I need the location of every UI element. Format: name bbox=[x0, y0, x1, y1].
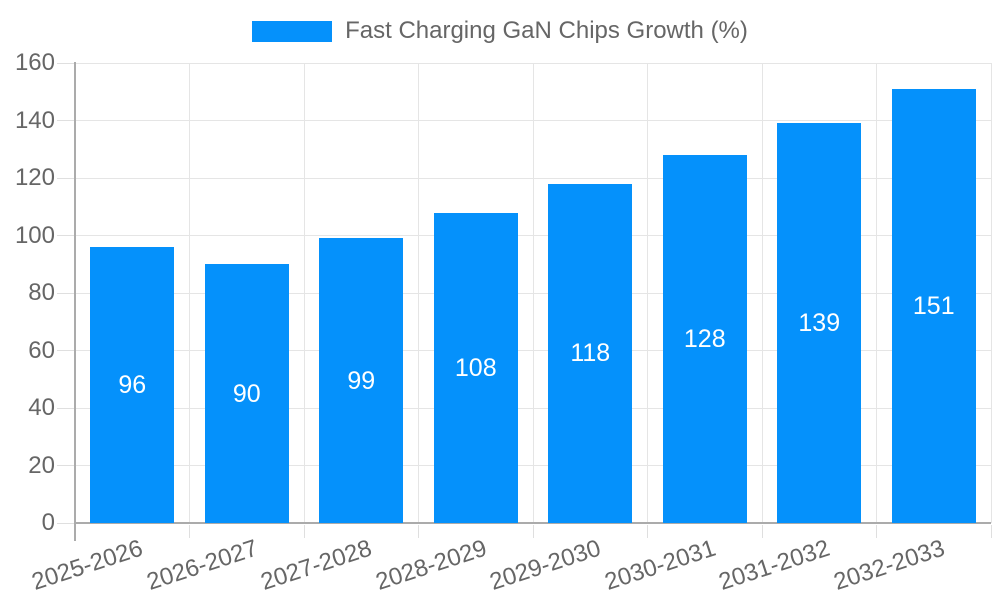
y-axis-tick-label: 140 bbox=[14, 106, 55, 134]
gridline-vertical bbox=[990, 63, 992, 523]
bar-value-label: 151 bbox=[912, 291, 955, 320]
gridline-vertical bbox=[532, 63, 534, 523]
y-tick-mark bbox=[57, 292, 75, 294]
gridline-vertical bbox=[761, 63, 763, 523]
y-axis-tick-label: 40 bbox=[28, 394, 55, 421]
gridline-vertical bbox=[876, 63, 877, 523]
y-tick-mark bbox=[57, 177, 75, 179]
x-axis-line bbox=[75, 522, 991, 524]
bar-value-label: 118 bbox=[570, 339, 611, 368]
x-tick-mark bbox=[189, 525, 190, 538]
bar bbox=[662, 155, 747, 523]
y-axis-tick-label: 80 bbox=[28, 279, 55, 306]
y-tick-mark bbox=[57, 350, 75, 351]
chart-legend[interactable]: Fast Charging GaN Chips Growth (%) bbox=[0, 17, 1000, 44]
bar-value-label: 108 bbox=[454, 353, 497, 382]
y-tick-mark bbox=[57, 522, 75, 524]
y-tick-mark bbox=[57, 62, 75, 64]
plot-area: 0 20 40 60 80 100 120 140 160 96 2025-2026 90 2026-2… bbox=[15, 49, 992, 596]
gridline-vertical bbox=[647, 63, 648, 523]
y-tick-mark bbox=[57, 465, 75, 466]
y-axis-tick-label: 160 bbox=[14, 49, 55, 76]
legend-label: Fast Charging GaN Chips Growth (%) bbox=[345, 17, 748, 44]
bar bbox=[90, 247, 175, 523]
y-axis-tick-label: 20 bbox=[28, 451, 55, 479]
y-axis-tick-label: 0 bbox=[41, 509, 55, 536]
bar-value-label: 128 bbox=[683, 325, 726, 353]
gridline-vertical bbox=[418, 63, 419, 523]
y-axis-tick-label: 60 bbox=[28, 336, 55, 364]
x-tick-mark bbox=[990, 525, 992, 538]
bar bbox=[319, 238, 404, 523]
bar-value-label: 139 bbox=[798, 309, 841, 338]
y-tick-mark bbox=[57, 235, 75, 236]
legend-swatch bbox=[252, 20, 333, 42]
gridline-vertical bbox=[189, 63, 190, 523]
y-tick-mark bbox=[57, 120, 75, 121]
bar-value-label: 99 bbox=[347, 366, 376, 395]
x-tick-mark bbox=[418, 525, 419, 538]
x-tick-mark bbox=[532, 525, 534, 538]
y-tick-mark bbox=[57, 407, 75, 409]
x-tick-mark bbox=[761, 525, 763, 538]
y-axis-line bbox=[74, 62, 76, 541]
x-tick-mark bbox=[647, 525, 648, 538]
y-axis-tick-label: 120 bbox=[14, 164, 55, 191]
bar bbox=[548, 183, 633, 523]
bar bbox=[204, 264, 289, 523]
bar-value-label: 96 bbox=[118, 371, 147, 399]
x-tick-mark bbox=[876, 525, 877, 538]
bar bbox=[433, 212, 518, 523]
bar bbox=[891, 88, 976, 523]
gridline-vertical bbox=[303, 63, 305, 523]
bar-value-label: 90 bbox=[232, 379, 261, 408]
bar bbox=[777, 123, 862, 523]
x-tick-mark bbox=[303, 525, 305, 538]
y-axis-tick-label: 100 bbox=[14, 221, 55, 249]
